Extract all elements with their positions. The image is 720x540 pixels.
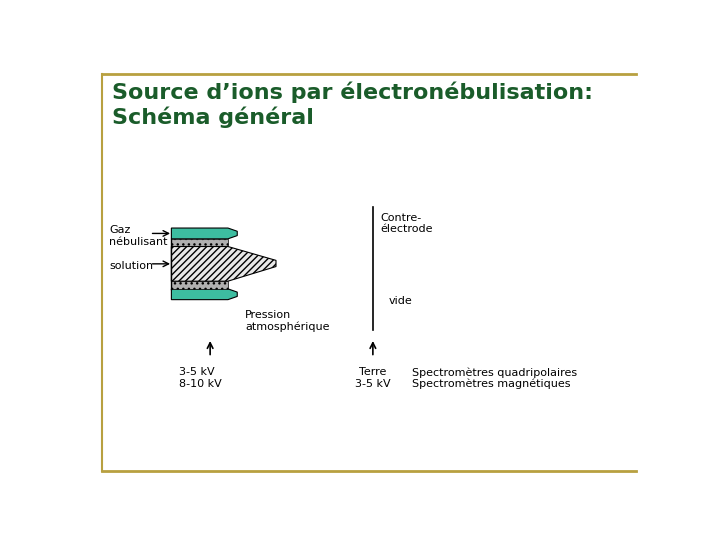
Text: vide: vide [388,296,412,306]
Text: solution: solution [109,261,153,271]
Text: Spectromètres magnétiques: Spectromètres magnétiques [412,379,570,389]
Polygon shape [171,239,228,247]
Polygon shape [171,281,228,289]
Text: Gaz
nébulisant: Gaz nébulisant [109,225,168,247]
Text: 3-5 kV: 3-5 kV [355,379,391,389]
Text: 8-10 kV: 8-10 kV [179,379,222,389]
Text: Contre-
électrode: Contre- électrode [381,213,433,234]
Text: Terre: Terre [359,367,387,377]
Polygon shape [171,228,238,239]
Text: Source d’ions par électronébulisation:
Schéma général: Source d’ions par électronébulisation: S… [112,82,593,128]
Polygon shape [171,247,276,281]
Polygon shape [171,289,238,300]
Text: Spectromètres quadripolaires: Spectromètres quadripolaires [412,367,577,378]
Text: Pression
atmosphérique: Pression atmosphérique [245,309,330,332]
Text: 3-5 kV: 3-5 kV [179,367,215,377]
